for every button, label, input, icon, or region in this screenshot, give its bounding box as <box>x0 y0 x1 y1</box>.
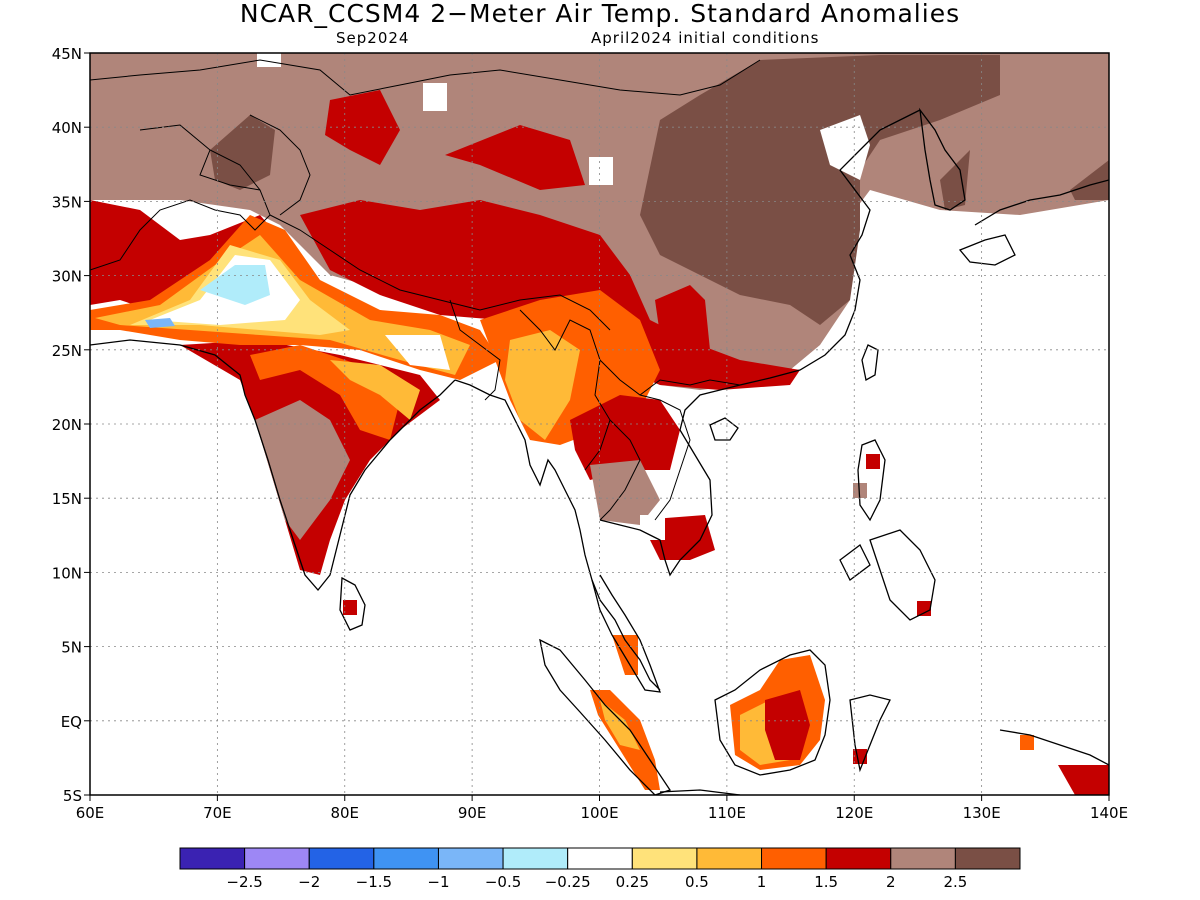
lat-tick-label: 30N <box>52 268 82 286</box>
lat-tick-label: 10N <box>52 564 82 582</box>
page-title: NCAR_CCSM4 2−Meter Air Temp. Standard An… <box>239 0 961 28</box>
lat-tick-label: EQ <box>61 713 82 731</box>
colorbar-swatch <box>244 847 310 870</box>
colorbar-label: 2.5 <box>943 873 967 891</box>
forecast-month: Sep2024 <box>336 29 410 47</box>
colorbar: −2.5 −2 −1.5 −1 −0.5 −0.25 0.25 0.5 1 1.5 2 2.5 <box>179 847 1021 891</box>
colorbar-swatch <box>825 847 892 870</box>
lon-tick-label: 120E <box>835 804 873 822</box>
country-borders <box>90 59 761 521</box>
colorbar-label: −0.5 <box>485 873 521 891</box>
lon-tick-label: 70E <box>203 804 232 822</box>
lat-tick-label: 5S <box>63 787 82 805</box>
lat-tick-label: 25N <box>52 342 82 360</box>
colorbar-swatch <box>502 847 569 870</box>
colorbar-swatch <box>567 847 633 870</box>
colorbar-label: −1 <box>427 873 449 891</box>
coastlines <box>90 107 1109 795</box>
lat-tick-label: 40N <box>52 119 82 137</box>
lon-tick-label: 80E <box>330 804 359 822</box>
colorbar-swatch <box>373 847 439 870</box>
colorbar-label: −1.5 <box>356 873 392 891</box>
lat-tick-label: 15N <box>52 490 82 508</box>
colorbar-swatch <box>308 847 375 870</box>
gridlines <box>90 53 1109 795</box>
lon-tick-label: 130E <box>963 804 1001 822</box>
lon-tick-label: 100E <box>580 804 618 822</box>
lon-tick-label: 90E <box>458 804 487 822</box>
colorbar-swatch <box>761 847 827 870</box>
lon-tick-label: 140E <box>1090 804 1128 822</box>
initial-conditions: April2024 initial conditions <box>591 29 820 47</box>
lat-tick-label: 35N <box>52 193 82 211</box>
latitude-axis: 45N 40N 35N 30N 25N 20N 15N 10N 5N EQ 5S <box>52 45 90 805</box>
colorbar-swatch <box>437 847 504 870</box>
colorbar-label: 0.5 <box>685 873 709 891</box>
colorbar-label: −0.25 <box>545 873 591 891</box>
lat-tick-label: 45N <box>52 45 82 63</box>
colorbar-label: 1.5 <box>814 873 838 891</box>
colorbar-label: −2 <box>298 873 320 891</box>
colorbar-label: 2 <box>886 873 896 891</box>
colorbar-swatch <box>954 847 1021 870</box>
colorbar-swatch <box>890 847 956 870</box>
lon-tick-label: 110E <box>708 804 746 822</box>
longitude-axis: 60E 70E 80E 90E 100E 110E 120E 130E 140E <box>76 795 1128 822</box>
colorbar-swatch <box>696 847 763 870</box>
colorbar-swatch <box>179 847 246 870</box>
lat-tick-label: 20N <box>52 416 82 434</box>
lon-tick-label: 60E <box>76 804 105 822</box>
colorbar-label: 1 <box>757 873 767 891</box>
lat-tick-label: 5N <box>61 639 82 657</box>
colorbar-swatch <box>631 847 698 870</box>
colorbar-label: 0.25 <box>616 873 649 891</box>
colorbar-label: −2.5 <box>226 873 262 891</box>
